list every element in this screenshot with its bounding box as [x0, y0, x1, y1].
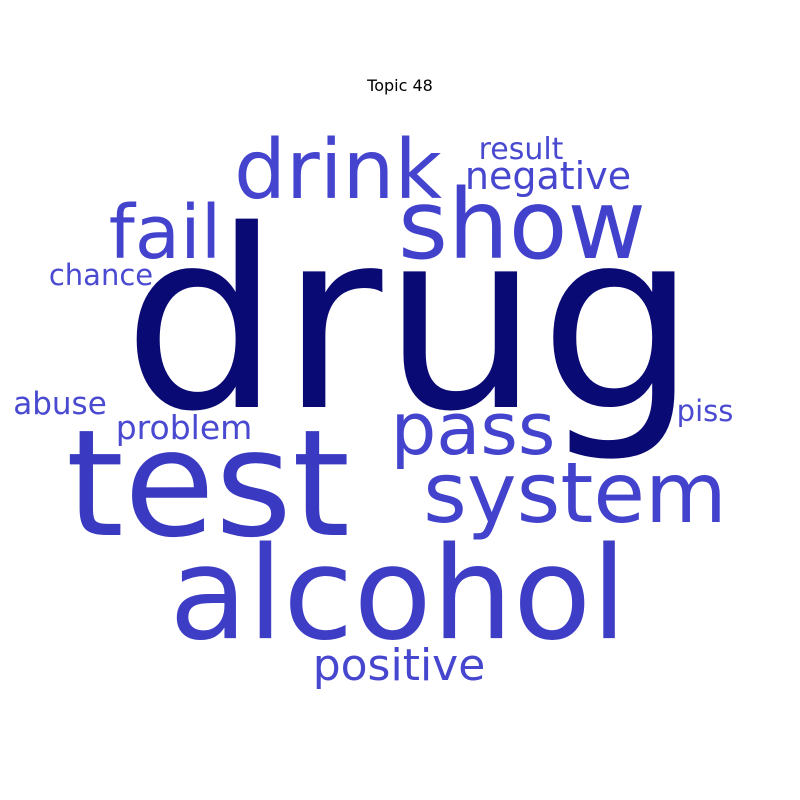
word-problem: problem [116, 408, 253, 447]
word-pass: pass [391, 387, 556, 471]
word-positive: positive [313, 640, 486, 691]
word-negative: negative [465, 154, 631, 198]
word-result: result [479, 132, 564, 167]
word-piss: piss [677, 394, 734, 428]
word-test: test [66, 398, 350, 570]
word-drug: drug [123, 178, 697, 466]
word-alcohol: alcohol [169, 520, 627, 669]
word-show: show [398, 169, 646, 281]
word-drink: drink [234, 123, 443, 218]
word-fail: fail [109, 190, 222, 276]
word-chance: chance [49, 258, 153, 292]
word-system: system [423, 444, 727, 542]
figure-title: Topic 48 [367, 76, 433, 95]
word-abuse: abuse [13, 386, 107, 422]
